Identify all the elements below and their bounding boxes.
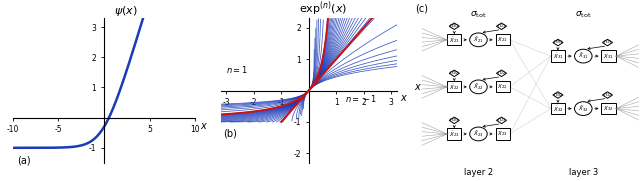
- Text: $m_{21}$: $m_{21}$: [449, 22, 460, 30]
- Text: $m_{31}$: $m_{31}$: [552, 39, 563, 47]
- Text: (b): (b): [223, 128, 237, 138]
- Bar: [447, 81, 461, 92]
- Text: $\hat{X}_{21}$: $\hat{X}_{21}$: [473, 35, 484, 45]
- Text: $X_{31}$: $X_{31}$: [604, 52, 614, 61]
- Text: (c): (c): [415, 4, 428, 14]
- Bar: [495, 34, 510, 45]
- Text: $\hat{X}_{22}$: $\hat{X}_{22}$: [473, 82, 484, 92]
- Text: $n=1$: $n=1$: [227, 64, 248, 75]
- Text: $n_{32}$: $n_{32}$: [603, 91, 612, 99]
- Bar: [447, 128, 461, 140]
- Bar: [551, 50, 565, 62]
- Text: $\hat{X}_{23}$: $\hat{X}_{23}$: [473, 129, 484, 139]
- Text: $X_{21}$: $X_{21}$: [497, 35, 508, 44]
- Bar: [447, 34, 461, 45]
- Text: $\sigma_{\mathrm{tot}}$: $\sigma_{\mathrm{tot}}$: [470, 9, 486, 20]
- Text: layer 2: layer 2: [464, 168, 493, 177]
- Bar: [495, 81, 510, 92]
- Text: $\tilde{X}_{22}$: $\tilde{X}_{22}$: [449, 82, 460, 92]
- Text: $\tilde{X}_{32}$: $\tilde{X}_{32}$: [553, 104, 563, 113]
- Bar: [551, 103, 565, 114]
- Text: $n_{21}$: $n_{21}$: [497, 22, 506, 30]
- Text: $x$: $x$: [414, 82, 422, 92]
- Text: $n_{23}$: $n_{23}$: [497, 116, 506, 124]
- Text: $m_{32}$: $m_{32}$: [552, 91, 563, 99]
- Title: $\psi(x)$: $\psi(x)$: [114, 4, 138, 18]
- Text: $\sigma_{\mathrm{tot}}$: $\sigma_{\mathrm{tot}}$: [575, 9, 591, 20]
- Text: $\tilde{X}_{21}$: $\tilde{X}_{21}$: [449, 35, 460, 45]
- Text: $X_{22}$: $X_{22}$: [497, 82, 508, 91]
- Text: $m_{22}$: $m_{22}$: [449, 69, 460, 77]
- Text: $\hat{X}_{31}$: $\hat{X}_{31}$: [578, 51, 589, 61]
- Text: $m_{23}$: $m_{23}$: [449, 116, 460, 124]
- Text: $X_{32}$: $X_{32}$: [604, 104, 614, 113]
- Bar: [602, 103, 616, 114]
- Text: $n_{31}$: $n_{31}$: [603, 39, 612, 47]
- Bar: [602, 50, 616, 62]
- Text: (a): (a): [17, 155, 31, 165]
- Text: $\tilde{X}_{23}$: $\tilde{X}_{23}$: [449, 129, 460, 139]
- Text: $\hat{X}_{32}$: $\hat{X}_{32}$: [578, 103, 589, 114]
- Text: $x$: $x$: [200, 121, 208, 131]
- Text: layer 3: layer 3: [569, 168, 598, 177]
- Text: $X_{23}$: $X_{23}$: [497, 129, 508, 138]
- Text: $x$: $x$: [399, 93, 408, 103]
- Title: $\mathrm{exp}^{(n)}(x)$: $\mathrm{exp}^{(n)}(x)$: [299, 0, 347, 18]
- Bar: [495, 128, 510, 140]
- Text: $n_{22}$: $n_{22}$: [497, 69, 506, 77]
- Text: $\tilde{X}_{31}$: $\tilde{X}_{31}$: [553, 51, 563, 61]
- Text: $n=-1$: $n=-1$: [344, 93, 377, 104]
